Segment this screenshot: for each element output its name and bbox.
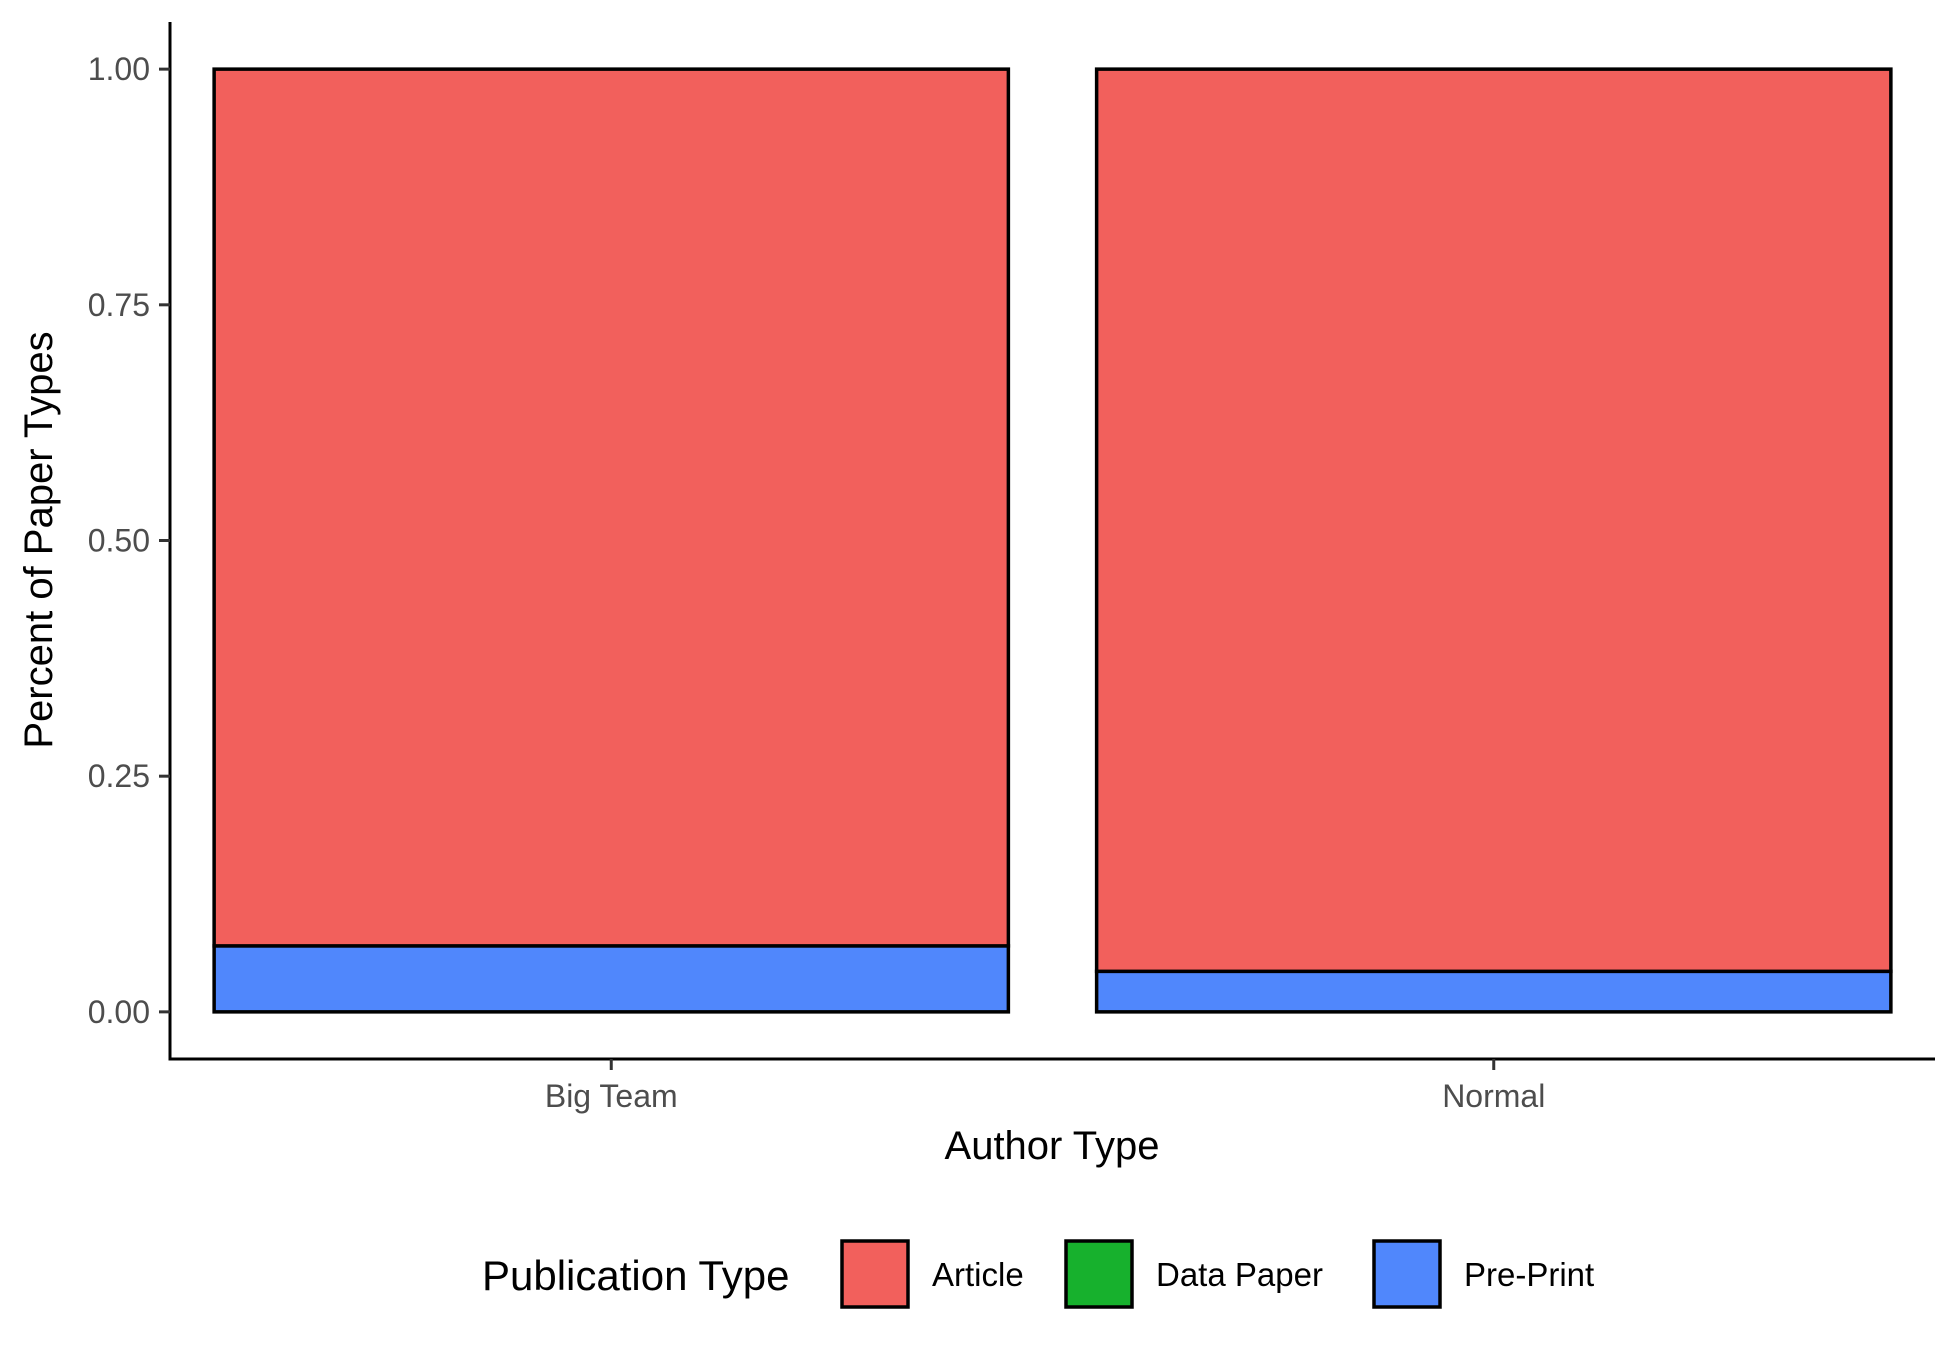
y-tick-label: 0.25 — [88, 758, 150, 794]
bar-normal-article — [1094, 67, 1893, 974]
x-axis-ticks: Big Team Normal — [545, 1059, 1545, 1114]
y-axis-ticks: 0.00 0.25 0.50 0.75 1.00 — [88, 51, 170, 1030]
y-tick-label: 0.00 — [88, 994, 150, 1030]
y-axis-title: Percent of Paper Types — [17, 331, 61, 748]
bar-big-team-article — [212, 67, 1011, 948]
x-tick-label: Normal — [1442, 1078, 1545, 1114]
legend-key-article — [840, 1239, 910, 1309]
legend-items: Article Data Paper Pre-Print — [840, 1239, 1594, 1309]
bar-normal-pre-print — [1094, 969, 1893, 1014]
bar-big-team-pre-print — [212, 944, 1011, 1014]
legend: Publication Type Article Data Paper Pre-Pr… — [482, 1239, 1594, 1309]
y-tick-label: 0.50 — [88, 523, 150, 559]
legend-label-pre-print: Pre-Print — [1464, 1256, 1594, 1293]
x-axis-title: Author Type — [945, 1124, 1160, 1168]
legend-key-pre-print — [1372, 1239, 1442, 1309]
bars-layer — [212, 67, 1893, 1014]
y-tick-label: 0.75 — [88, 287, 150, 323]
x-tick-label: Big Team — [545, 1078, 678, 1114]
legend-label-data-paper: Data Paper — [1156, 1256, 1323, 1293]
y-tick-label: 1.00 — [88, 51, 150, 87]
legend-title: Publication Type — [482, 1252, 789, 1299]
legend-label-article: Article — [932, 1256, 1024, 1293]
legend-key-data-paper — [1064, 1239, 1134, 1309]
